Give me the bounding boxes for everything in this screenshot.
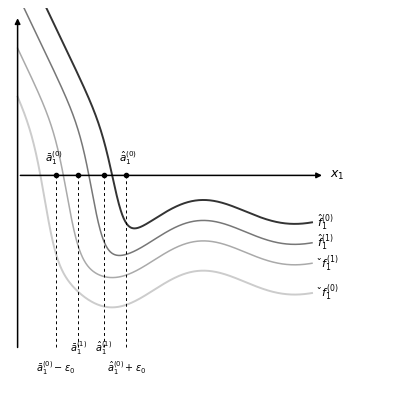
- Text: $\hat{a}_1^{(1)}$: $\hat{a}_1^{(1)}$: [96, 339, 112, 357]
- Text: $\check{f}_1^{(0)}$: $\check{f}_1^{(0)}$: [317, 283, 338, 304]
- Text: $\bar{a}_1^{(0)}-\varepsilon_0$: $\bar{a}_1^{(0)}-\varepsilon_0$: [36, 360, 76, 377]
- Text: $\bar{a}_1^{(0)}$: $\bar{a}_1^{(0)}$: [45, 149, 64, 167]
- Text: $\check{f}_1^{(1)}$: $\check{f}_1^{(1)}$: [317, 253, 338, 274]
- Text: $\bar{a}_1^{(1)}$: $\bar{a}_1^{(1)}$: [70, 339, 87, 357]
- Text: $x_1$: $x_1$: [330, 169, 344, 182]
- Text: $\hat{a}_1^{(0)}+\varepsilon_0$: $\hat{a}_1^{(0)}+\varepsilon_0$: [107, 360, 146, 377]
- Text: $\hat{a}_1^{(0)}$: $\hat{a}_1^{(0)}$: [119, 149, 137, 167]
- Text: $\hat{f}_1^{(1)}$: $\hat{f}_1^{(1)}$: [317, 233, 333, 252]
- Text: $\hat{f}_1^{(0)}$: $\hat{f}_1^{(0)}$: [317, 213, 333, 232]
